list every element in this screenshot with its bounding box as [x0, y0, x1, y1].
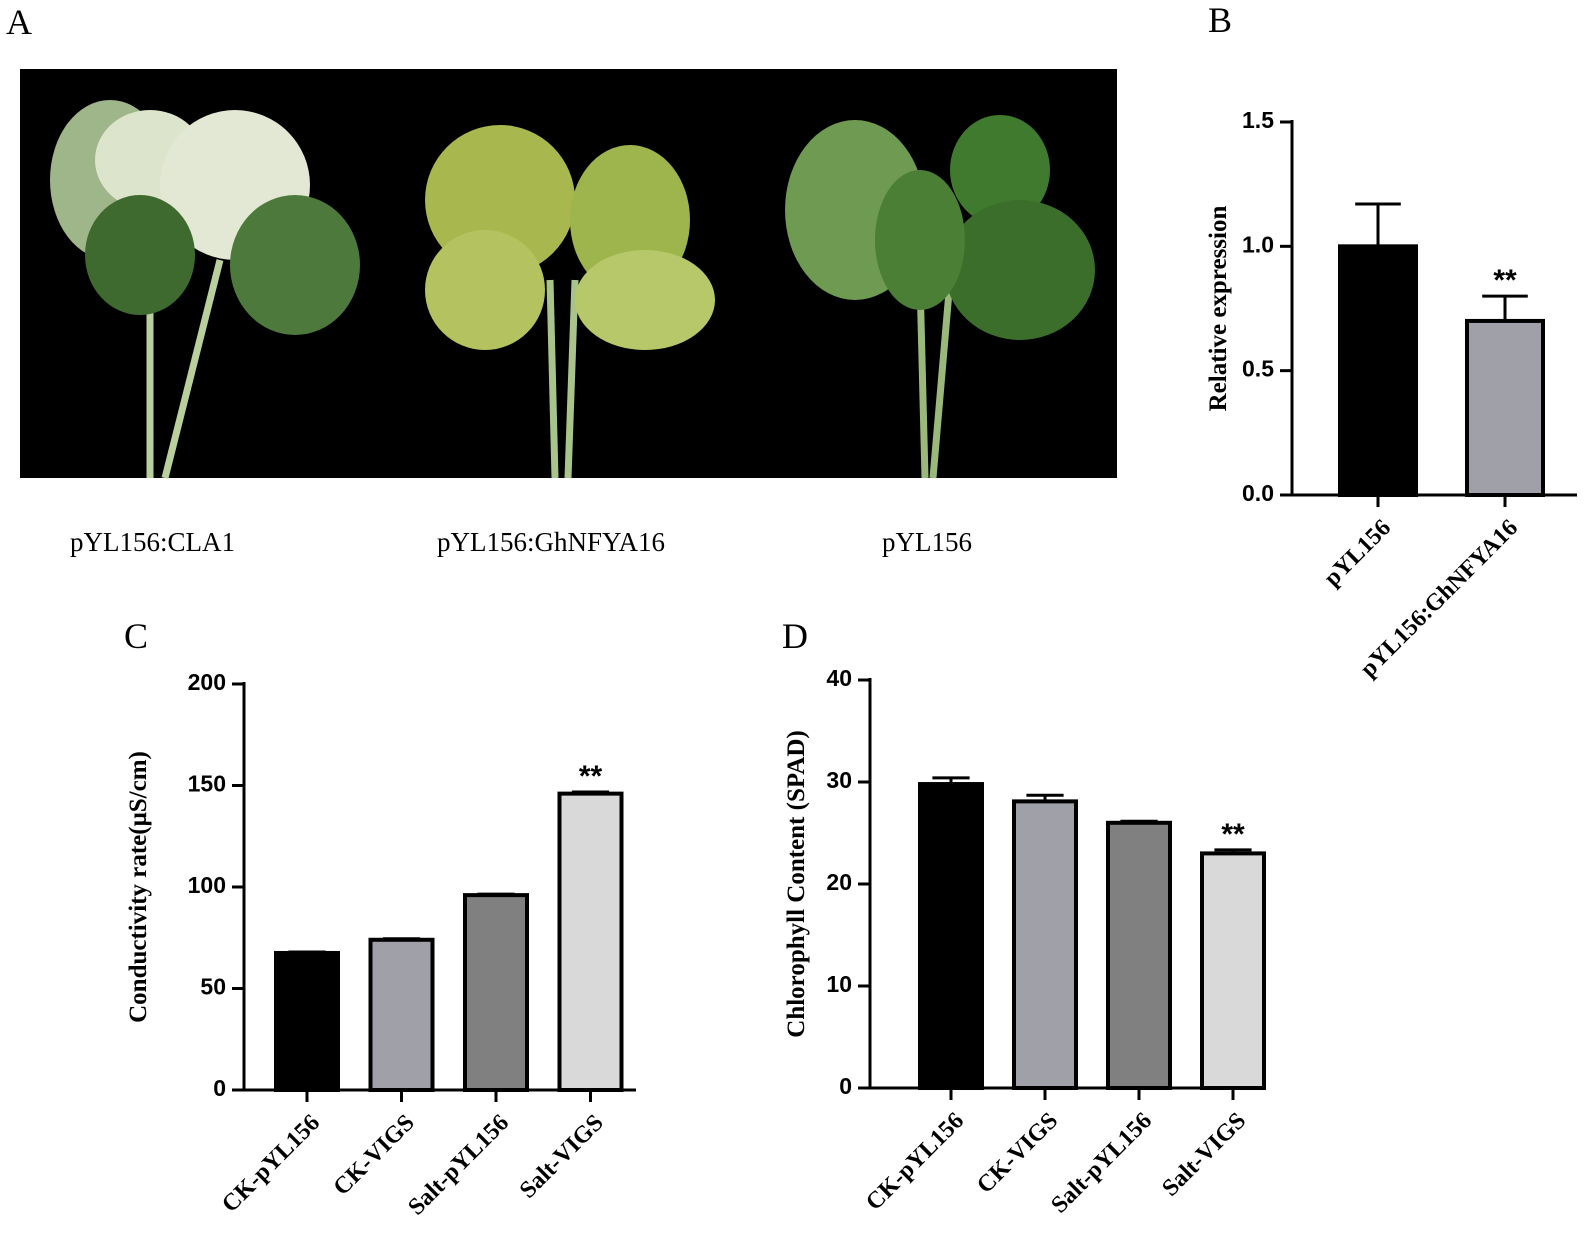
panel-label: D	[782, 616, 808, 656]
y-tick-label: 1.5	[1242, 107, 1274, 133]
x-tick-label: CK-pYL156	[861, 1108, 969, 1216]
y-tick-label: 10	[826, 971, 852, 997]
y-tick-label: 150	[188, 771, 226, 797]
bar	[1012, 799, 1078, 1090]
panel-label: C	[124, 616, 148, 656]
y-tick-label: 1.0	[1242, 231, 1274, 257]
bar	[274, 950, 340, 1092]
bar	[1465, 318, 1545, 497]
bar	[918, 782, 984, 1090]
bar	[463, 893, 529, 1092]
y-tick-label: 200	[188, 669, 226, 695]
x-tick-label: Salt-VIGS	[515, 1110, 609, 1204]
y-tick-label: 0.0	[1242, 480, 1274, 506]
x-tick-label: Salt-pYL156	[1046, 1108, 1157, 1219]
y-tick-label: 0.5	[1242, 356, 1274, 382]
significance-mark: **	[1493, 264, 1517, 297]
significance-mark: **	[1221, 818, 1245, 851]
panel-label: B	[1208, 0, 1232, 40]
photo-panel: A pYL156:CLA1 pYL156:GhNFYA16 pYL156	[6, 2, 1117, 557]
x-tick-label: CK-VIGS	[329, 1110, 420, 1201]
bar	[368, 937, 435, 1093]
y-axis-title: Relative expression	[1205, 206, 1232, 412]
y-tick-label: 20	[826, 869, 852, 895]
x-tick-label: Salt-pYL156	[403, 1110, 514, 1221]
y-tick-label: 50	[200, 974, 226, 1000]
x-tick-label: CK-pYL156	[217, 1110, 325, 1218]
bar	[1200, 851, 1266, 1091]
plant-illustration	[50, 100, 1095, 479]
panel-label: A	[6, 2, 32, 42]
y-tick-label: 0	[839, 1073, 852, 1099]
y-axis-title: Chlorophyll Content (SPAD)	[783, 730, 810, 1037]
y-tick-label: 30	[826, 767, 852, 793]
x-tick-label: CK-VIGS	[972, 1108, 1063, 1199]
bar	[1338, 244, 1418, 497]
x-tick-label: Salt-VIGS	[1157, 1108, 1251, 1202]
y-tick-label: 100	[188, 872, 226, 898]
bar	[1106, 820, 1172, 1090]
bar	[557, 791, 624, 1092]
x-tick-label: pYL156	[1319, 515, 1396, 592]
y-tick-label: 0	[213, 1075, 226, 1101]
photo-caption: pYL156:GhNFYA16	[437, 527, 665, 557]
y-axis-title: Conductivity rate(μS/cm)	[125, 751, 152, 1023]
photo-caption: pYL156	[882, 527, 972, 557]
photo-caption: pYL156:CLA1	[70, 527, 235, 557]
y-tick-label: 40	[826, 665, 852, 691]
significance-mark: **	[579, 760, 603, 793]
